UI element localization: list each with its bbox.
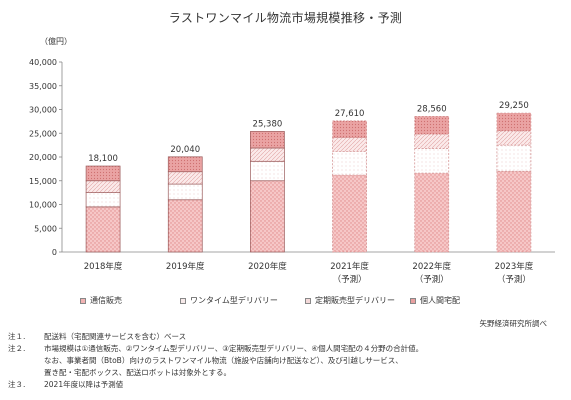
bar-segment-1 [85,192,121,208]
y-unit-label: （億円） [40,36,72,46]
legend-item: 通信販売 [80,295,122,306]
legend-label: ワンタイム型デリバリー [190,296,278,305]
chart-legend: 通信販売 ワンタイム型デリバリー 定期販売型デリバリー 個人間宅配 [80,295,560,309]
note-text: 市場規模は①通信販売、②ワンタイム型デリバリー、③定期販売型デリバリー、④個人間… [44,344,424,353]
y-tick-label: 40,000 [29,58,57,67]
legend-swatch [80,297,86,304]
note-row: 注２. 市場規模は①通信販売、②ワンタイム型デリバリー、③定期販売型デリバリー、④… [8,343,563,355]
legend-label: 定期販売型デリバリー [315,296,395,305]
bar-chart: （億円） 0 5,000 10,000 15,000 20,000 25,000 30,000… [29,36,555,285]
legend-label: 個人間宅配 [420,296,460,305]
y-tick-label: 20,000 [29,153,57,162]
bar-segment-2 [496,130,532,146]
note-text: なお、事業者間（BtoB）向けのラストワンマイル物流（施設や店舗向け配送など）、… [44,356,403,365]
bar-segment-0 [85,206,121,253]
x-tick-label: 2019年度 [166,261,205,272]
y-tick-label: 30,000 [29,106,57,115]
bar-segment-2 [167,171,203,185]
legend-item: 個人間宅配 [410,295,460,306]
chart-title: ラストワンマイル物流市場規模推移・予測 [168,11,403,25]
note-row: 注３. 2021年度以降は予測値 [8,379,563,391]
note-text: 2021年度以降は予測値 [44,380,124,389]
x-tick-label: 2021年度 [330,261,369,272]
bar-segment-1 [167,183,203,201]
bar-segment-2 [332,137,367,152]
bar-segment-0 [414,172,450,253]
note-label: 注１. [8,332,26,341]
bar-segment-3 [414,115,450,135]
bar-segment-3 [332,120,367,138]
y-tick-label: 25,000 [29,129,57,138]
legend-swatch [305,297,311,304]
bar-segment-0 [167,199,203,253]
x-tick-label: 2020年度 [248,261,287,272]
bar-segment-2 [85,180,121,193]
x-tick-label-forecast: （予測） [333,274,367,285]
note-label [8,367,44,379]
bar-segment-1 [332,150,367,176]
total-label: 28,560 [417,104,447,114]
x-tick-label-forecast: （予測） [415,274,449,285]
note-text: 置き配・宅配ボックス、配送ロボットは対象外とする。 [44,368,232,377]
bar-segment-3 [167,156,203,173]
bar-segment-1 [250,160,285,182]
legend-swatch [180,297,186,304]
x-tick-label: 2018年度 [84,261,123,272]
note-label [8,355,44,367]
y-tick-label: 0 [52,248,57,257]
y-tick-label: 15,000 [29,177,57,186]
legend-label: 通信販売 [90,296,122,305]
total-label: 29,250 [499,101,529,111]
bar-segment-1 [496,144,532,172]
note-label: 注３. [8,380,26,389]
note-text: 配送料（宅配関連サービスを含む）ベース [44,332,187,341]
legend-swatch [410,297,416,304]
x-tick-label-forecast: （予測） [497,274,531,285]
total-label: 20,040 [170,145,200,155]
note-label: 注２. [8,344,26,353]
bar-segment-2 [414,133,450,149]
bar-segment-3 [85,165,121,182]
x-tick-label: 2023年度 [495,261,534,272]
source-note: 矢野経済研究所調べ [479,319,548,328]
total-label: 25,380 [253,119,283,129]
bar-segment-0 [332,174,367,253]
bar-segment-0 [496,170,532,253]
total-label: 18,100 [88,154,118,164]
legend-item: ワンタイム型デリバリー [180,295,278,306]
note-row: 注１. 配送料（宅配関連サービスを含む）ベース [8,331,563,343]
bar-segment-3 [250,131,285,149]
bar-segment-2 [250,147,285,162]
bar-segment-3 [496,112,532,132]
x-tick-label: 2022年度 [412,261,451,272]
y-tick-label: 35,000 [29,82,57,91]
legend-item: 定期販売型デリバリー [305,295,395,306]
note-row: なお、事業者間（BtoB）向けのラストワンマイル物流（施設や店舗向け配送など）、… [8,355,563,367]
bar-segment-0 [250,180,285,253]
bar-segment-1 [414,148,450,174]
y-tick-label: 5,000 [34,224,57,233]
notes: 注１. 配送料（宅配関連サービスを含む）ベース注２. 市場規模は①通信販売、②ワンタ… [8,331,563,391]
y-tick-label: 10,000 [29,201,57,210]
total-label: 27,610 [335,109,365,119]
note-row: 置き配・宅配ボックス、配送ロボットは対象外とする。 [8,367,563,379]
